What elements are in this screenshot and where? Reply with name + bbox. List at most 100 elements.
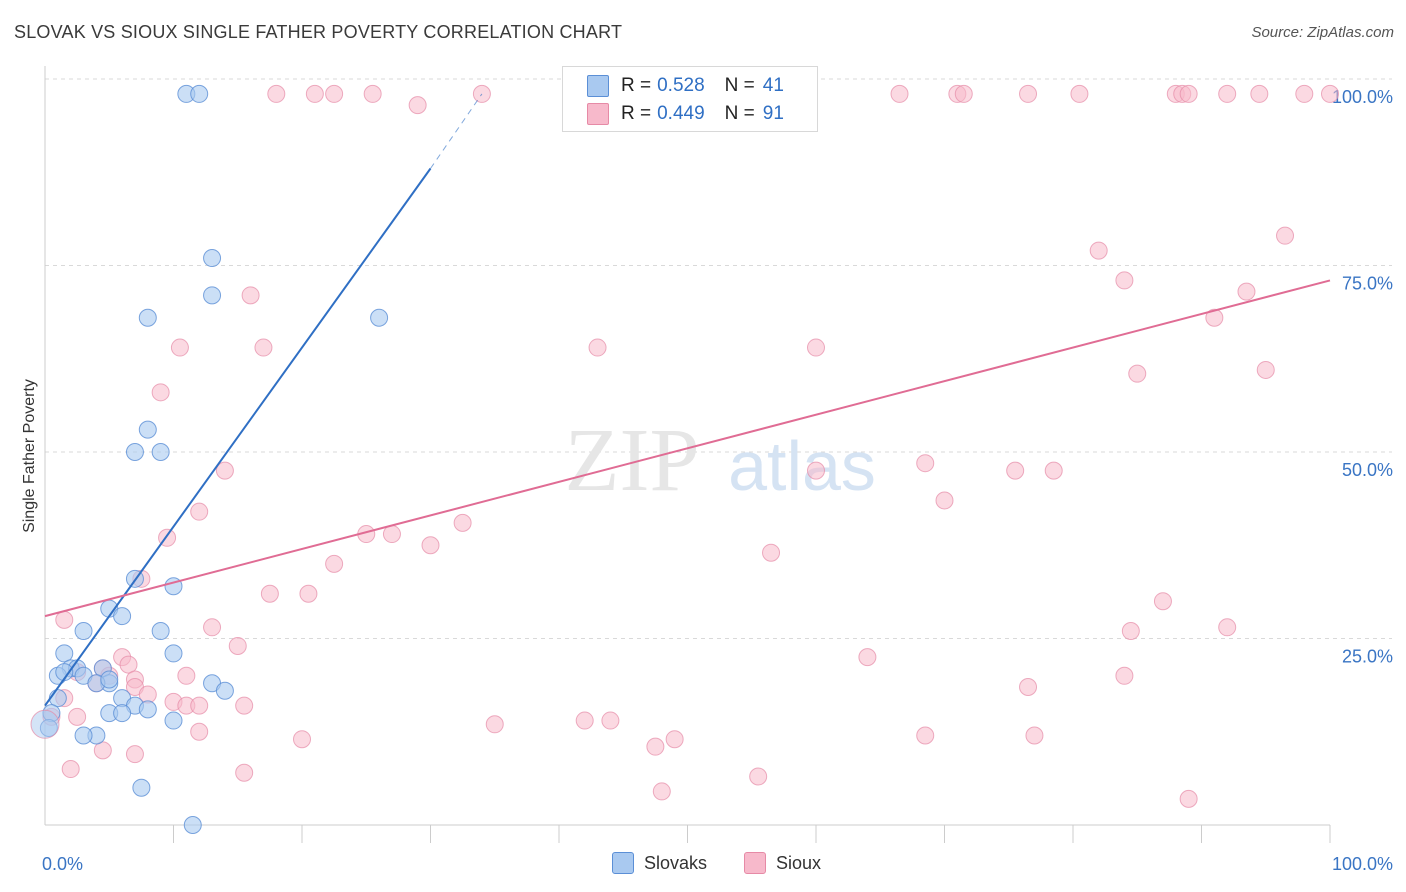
sioux-point: [170, 338, 189, 357]
slovaks-swatch: [612, 852, 634, 874]
slovak-point: [138, 700, 157, 719]
sioux-point: [267, 84, 286, 103]
sioux-trendline: [44, 279, 1331, 618]
slovak-point: [164, 711, 183, 730]
sioux-point: [190, 696, 209, 715]
slovak-point: [164, 644, 183, 663]
sioux-point: [382, 525, 401, 544]
sioux-point: [1115, 271, 1134, 290]
sioux-point: [1218, 618, 1237, 637]
sioux-point: [299, 584, 318, 603]
slovak-point: [151, 443, 170, 461]
y-tick-label: 100.0%: [1332, 87, 1393, 107]
sioux-point: [807, 461, 825, 480]
sioux-point: [1019, 84, 1038, 103]
slovak-point: [138, 308, 157, 327]
legend-row-sioux: R = 0.449 N = 91: [587, 100, 784, 128]
sioux-point: [125, 745, 144, 764]
slovak-point: [74, 622, 93, 641]
sioux-point: [119, 655, 138, 674]
correlation-legend: R = 0.528 N = 41 R = 0.449 N = 91: [562, 66, 818, 132]
sioux-point: [1153, 592, 1172, 611]
sioux-point: [235, 696, 254, 715]
sioux-point: [575, 711, 594, 730]
r-value-sioux: 0.449: [657, 103, 705, 124]
sioux-point: [1321, 84, 1339, 103]
sioux-point: [325, 84, 344, 103]
chart-title: SLOVAK VS SIOUX SINGLE FATHER POVERTY CO…: [14, 22, 623, 42]
y-tick-label: 25.0%: [1342, 647, 1393, 667]
sioux-point: [68, 707, 87, 726]
sioux-point: [1218, 84, 1237, 103]
sioux-point: [935, 491, 954, 510]
slovak-point: [203, 286, 222, 305]
sioux-point: [1237, 282, 1256, 301]
slovak-point: [132, 778, 151, 797]
sioux-point: [363, 84, 382, 103]
sioux-point: [93, 741, 112, 760]
slovak-point: [55, 663, 74, 682]
sioux-point: [1179, 789, 1198, 808]
axes: [44, 66, 1331, 843]
watermark-zip: ZIP: [565, 411, 700, 510]
slovak-point: [190, 84, 209, 103]
r-label: R =: [621, 75, 652, 96]
sioux-point: [151, 383, 170, 402]
sioux-point: [588, 338, 607, 357]
sioux-point: [665, 730, 684, 749]
watermark-atlas: atlas: [728, 427, 876, 505]
sioux-point: [260, 584, 279, 603]
sioux-point: [1295, 84, 1314, 103]
sioux-point: [916, 726, 935, 745]
sioux-point: [1128, 364, 1147, 383]
sioux-point: [55, 610, 74, 629]
sioux-point: [190, 722, 209, 741]
legend-label-slovaks: Slovaks: [644, 852, 708, 873]
gridlines: [45, 78, 1392, 639]
sioux-point: [652, 782, 671, 801]
sioux-point: [1070, 84, 1089, 103]
sioux-points: [42, 84, 1339, 808]
sioux-point: [235, 763, 254, 782]
legend-item-sioux[interactable]: Sioux: [744, 852, 821, 874]
sioux-point: [305, 84, 324, 103]
slovak-point: [151, 622, 170, 641]
slovak-point-large: [30, 709, 60, 739]
sioux-swatch: [587, 103, 609, 125]
slovak-point: [183, 816, 202, 834]
sioux-point: [421, 536, 440, 555]
sioux-point: [1044, 461, 1063, 480]
sioux-point: [858, 648, 877, 667]
n-value-slovaks: 41: [762, 75, 784, 96]
sioux-point: [1019, 677, 1038, 696]
slovak-point: [100, 670, 119, 689]
y-tick-labels: 25.0% 50.0% 75.0% 100.0%: [1332, 87, 1393, 667]
y-axis-label: Single Father Poverty: [21, 379, 38, 533]
sioux-point: [916, 454, 935, 473]
x-tick-label: 100.0%: [1332, 854, 1393, 874]
slovak-point: [203, 249, 222, 268]
r-value-slovaks: 0.528: [657, 75, 705, 96]
sioux-point: [472, 84, 491, 103]
slovaks-trendline: [44, 167, 432, 707]
sioux-point: [228, 636, 247, 655]
legend-item-slovaks[interactable]: Slovaks: [612, 852, 707, 874]
sioux-point: [954, 84, 973, 103]
sioux-point: [177, 666, 196, 685]
sioux-point: [215, 461, 234, 480]
y-tick-label: 75.0%: [1342, 274, 1393, 294]
slovaks-trendline-extension: [430, 93, 483, 169]
sioux-point: [1250, 84, 1269, 103]
y-tick-label: 50.0%: [1342, 460, 1393, 480]
sioux-point: [190, 502, 209, 521]
legend-row-slovaks: R = 0.528 N = 41: [587, 72, 784, 100]
sioux-point: [807, 338, 825, 357]
sioux-point: [408, 96, 427, 115]
slovak-point: [125, 443, 144, 461]
sioux-point: [1025, 726, 1044, 745]
slovak-point: [138, 420, 157, 439]
n-label: N =: [724, 103, 755, 124]
x-tick-label: 0.0%: [42, 854, 83, 874]
slovak-point: [113, 704, 132, 723]
